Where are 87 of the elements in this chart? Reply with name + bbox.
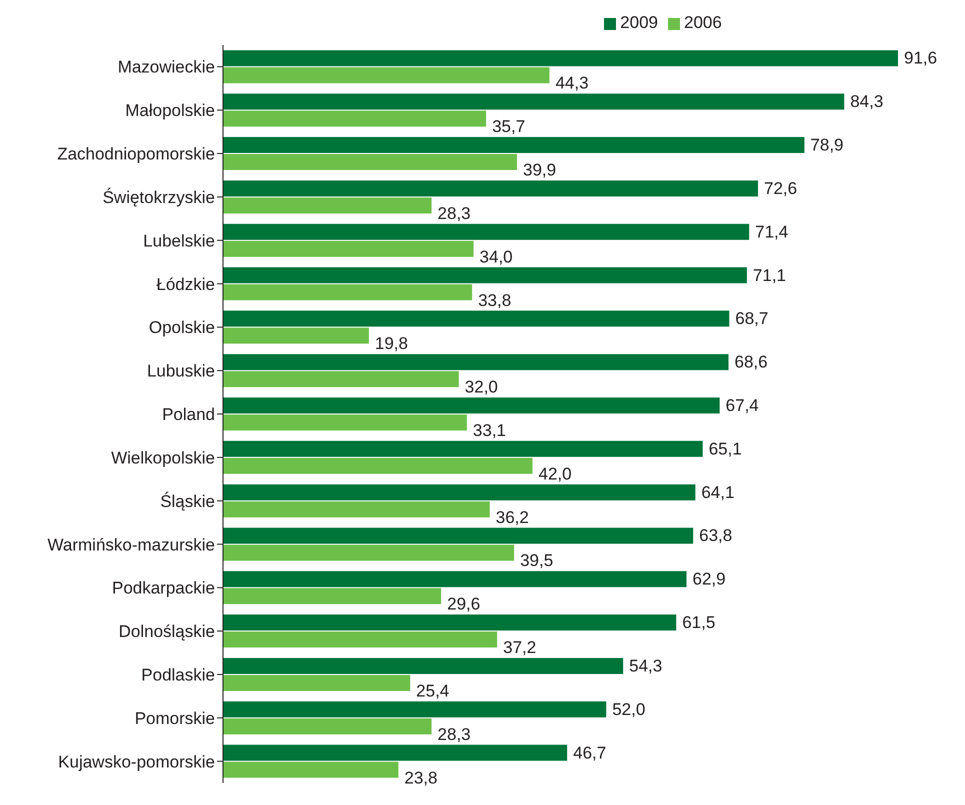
legend-label: 2009 — [620, 13, 658, 32]
data-label: 33,8 — [478, 290, 512, 310]
data-label: 46,7 — [573, 743, 606, 762]
bar — [223, 674, 410, 691]
y-tick-label: Lubelskie — [143, 231, 215, 250]
data-label: 28,3 — [438, 204, 471, 223]
data-label: 72,6 — [764, 178, 798, 198]
bar — [223, 354, 729, 370]
y-tick-label: Mazowieckie — [118, 58, 215, 77]
bar — [223, 267, 747, 284]
data-label: 52,0 — [612, 700, 646, 719]
data-label: 68,6 — [734, 352, 768, 372]
bar — [223, 328, 369, 344]
bar — [223, 371, 459, 388]
bar — [223, 94, 844, 110]
bar — [223, 240, 474, 257]
data-label: 25,4 — [416, 681, 450, 700]
data-label: 19,8 — [374, 334, 408, 354]
y-tick-label: Świętokrzyskie — [102, 186, 215, 207]
data-label: 68,7 — [735, 309, 768, 328]
data-label: 71,1 — [752, 266, 786, 285]
y-tick-label: Lubuskie — [146, 362, 215, 381]
y-tick-label: Dolnośląskie — [118, 622, 215, 642]
bar — [223, 528, 694, 544]
y-tick-label: Poland — [162, 405, 215, 424]
bar — [223, 501, 490, 518]
bar — [223, 197, 432, 214]
bar — [223, 614, 676, 631]
data-label: 65,1 — [708, 439, 742, 458]
bar — [223, 440, 703, 457]
data-label: 39,9 — [523, 160, 556, 180]
bar — [223, 137, 804, 154]
y-tick-label: Podkarpackie — [112, 578, 215, 598]
bar — [223, 180, 758, 196]
y-tick-label: Zachodniopomorskie — [57, 144, 215, 164]
data-label: 71,4 — [755, 222, 788, 242]
data-label: 62,9 — [692, 570, 726, 589]
data-label: 91,6 — [904, 48, 938, 68]
y-tick-label: Warmińsko-mazurskie — [47, 535, 215, 554]
bar — [223, 658, 624, 674]
data-label: 32,0 — [464, 378, 498, 397]
bar — [223, 110, 486, 127]
bar — [223, 414, 467, 431]
data-label: 33,1 — [472, 421, 506, 440]
data-label: 37,2 — [503, 638, 536, 658]
bar — [223, 224, 750, 240]
data-label: 29,6 — [447, 594, 480, 614]
data-label: 61,5 — [682, 613, 716, 632]
y-tick-label: Pomorskie — [134, 708, 215, 728]
bar — [223, 484, 696, 500]
bar — [223, 588, 442, 604]
data-label: 63,8 — [699, 526, 732, 546]
y-tick-label: Opolskie — [148, 318, 215, 338]
bar — [223, 50, 898, 66]
data-label: 23,8 — [404, 768, 438, 788]
bar — [223, 544, 514, 561]
data-label: 36,2 — [496, 508, 529, 527]
bar — [223, 458, 532, 474]
y-tick-label: Kujawsko-pomorskie — [58, 752, 215, 772]
bar — [223, 154, 518, 170]
data-label: 35,7 — [492, 117, 526, 136]
y-tick-label: Śląskie — [160, 490, 215, 511]
bar — [223, 701, 606, 718]
data-label: 67,4 — [726, 396, 759, 416]
y-tick-label: Wielkopolskie — [111, 448, 215, 468]
data-label: 34,0 — [480, 247, 513, 266]
bar — [223, 398, 720, 414]
bar — [223, 762, 398, 778]
bar — [223, 718, 432, 734]
bar — [223, 571, 687, 588]
data-label: 84,3 — [850, 92, 884, 112]
y-tick-label: Łódzkie — [156, 274, 215, 294]
data-label: 39,5 — [520, 551, 554, 570]
data-label: 42,0 — [538, 464, 572, 484]
data-label: 64,1 — [701, 482, 734, 502]
bar — [223, 284, 472, 300]
legend-label: 2006 — [684, 13, 722, 32]
data-label: 44,3 — [555, 74, 589, 93]
y-tick-label: Małopolskie — [125, 101, 215, 120]
bar — [223, 310, 730, 327]
bar — [223, 67, 550, 84]
y-tick-label: Podlaskie — [141, 666, 215, 685]
data-label: 78,9 — [810, 136, 844, 155]
data-label: 54,3 — [629, 656, 662, 676]
bar — [223, 632, 498, 648]
data-label: 28,3 — [438, 724, 471, 744]
bar — [223, 744, 568, 761]
